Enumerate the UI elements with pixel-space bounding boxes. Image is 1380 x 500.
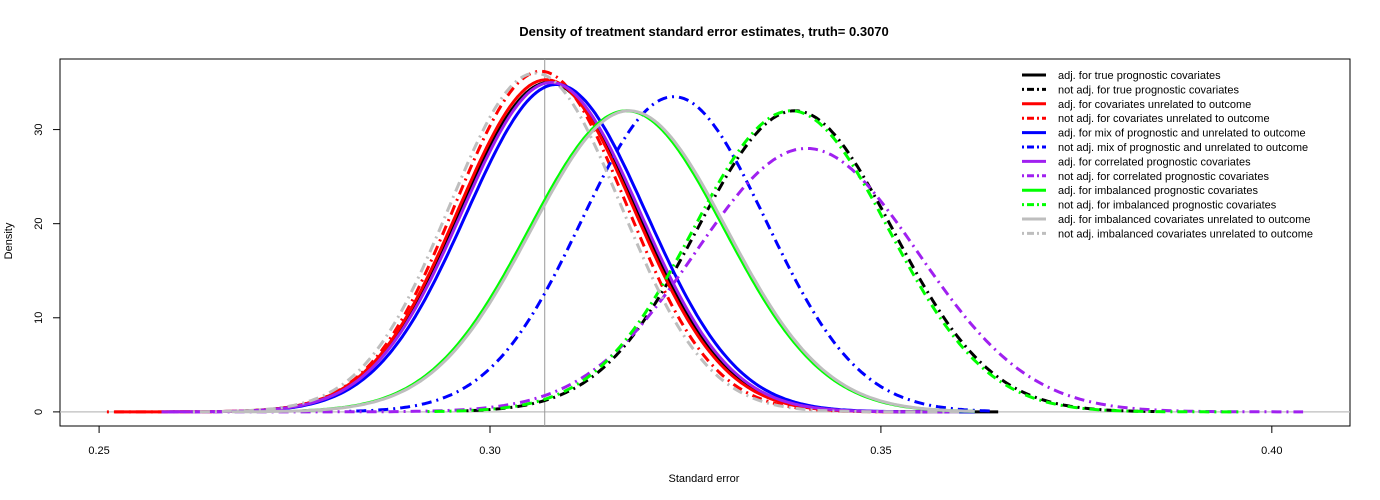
y-axis-label: Density xyxy=(3,222,15,259)
series-line-9 xyxy=(302,109,975,413)
legend-label-11: adj. for imbalanced covariates unrelated… xyxy=(1058,214,1311,226)
series-line-5 xyxy=(255,82,975,414)
series-line-2 xyxy=(466,109,1155,413)
x-axis-label: Standard error xyxy=(669,473,740,485)
series-line-4 xyxy=(106,69,960,414)
legend-label-8: not adj. for correlated prognostic covar… xyxy=(1058,171,1269,183)
x-tick-label: 0.40 xyxy=(1261,445,1282,457)
series-line-1 xyxy=(239,81,999,414)
y-tick-label: 30 xyxy=(33,123,45,135)
x-tick-label: 0.25 xyxy=(88,445,109,457)
series-line-11 xyxy=(232,109,975,414)
legend-label-9: adj. for imbalanced prognostic covariate… xyxy=(1058,185,1258,197)
y-tick-label: 0 xyxy=(33,409,45,415)
y-tick-label: 10 xyxy=(33,312,45,324)
legend-label-4: not adj. for covariates unrelated to out… xyxy=(1058,113,1270,125)
legend-label-3: adj. for covariates unrelated to outcome xyxy=(1058,99,1251,111)
y-tick-label: 20 xyxy=(33,218,45,230)
legend-label-7: adj. for correlated prognostic covariate… xyxy=(1058,156,1251,168)
x-tick-label: 0.30 xyxy=(479,445,500,457)
x-tick-label: 0.35 xyxy=(870,445,891,457)
series-line-12 xyxy=(192,71,960,414)
legend-label-2: not adj. for true prognostic covariates xyxy=(1058,84,1239,96)
series-line-7 xyxy=(161,81,960,414)
legend-label-5: adj. for mix of prognostic and unrelated… xyxy=(1058,128,1306,140)
legend: adj. for true prognostic covariates not a… xyxy=(1022,70,1313,240)
chart-title: Density of treatment standard error esti… xyxy=(519,24,889,39)
legend-label-10: not adj. for imbalanced prognostic covar… xyxy=(1058,200,1277,212)
legend-label-12: not adj. imbalanced covariates unrelated… xyxy=(1058,228,1313,240)
legend-label-6: not adj. mix of prognostic and unrelated… xyxy=(1058,142,1308,154)
series-line-8 xyxy=(161,146,1304,414)
series-line-10 xyxy=(427,109,1241,414)
series-line-3 xyxy=(114,78,960,414)
plot-frame xyxy=(59,58,1351,427)
legend-label-1: adj. for true prognostic covariates xyxy=(1058,70,1221,82)
plot-area: 0.25 0.30 0.35 0.40 0 10 20 30 xyxy=(33,58,1351,457)
series-line-6 xyxy=(349,95,991,413)
